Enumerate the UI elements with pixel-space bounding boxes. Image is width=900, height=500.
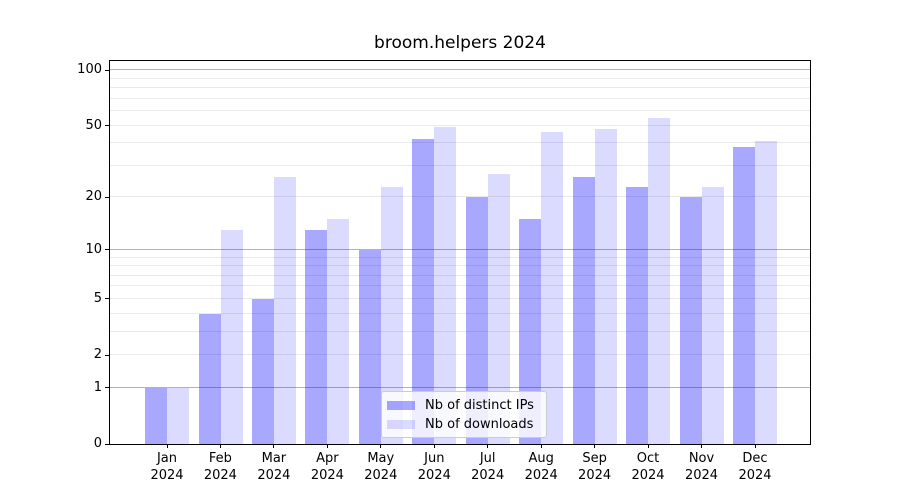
- gridline-minor: [110, 142, 810, 144]
- y-tick-mark: [105, 69, 109, 71]
- x-tick-label: Dec 2024: [738, 451, 772, 483]
- legend-label-distinct-ips: Nb of distinct IPs: [425, 397, 534, 413]
- x-tick-label: May 2024: [364, 451, 398, 483]
- x-tick-label: Apr 2024: [310, 451, 344, 483]
- bar-downloads: [220, 230, 243, 444]
- gridline-minor: [110, 330, 810, 332]
- x-tick-mark: [433, 444, 435, 448]
- x-tick-label: Oct 2024: [631, 451, 665, 483]
- x-tick-label: Jan 2024: [150, 451, 184, 483]
- y-tick-mark: [105, 443, 109, 445]
- bar-distinct-ips: [679, 197, 702, 444]
- gridline-minor: [110, 164, 810, 166]
- legend-swatch-downloads: [387, 419, 415, 429]
- legend-swatch-distinct-ips: [387, 400, 415, 410]
- gridline-major: [110, 386, 810, 388]
- x-tick-mark: [219, 444, 221, 448]
- bar-downloads: [755, 141, 777, 444]
- bar-distinct-ips: [198, 313, 221, 444]
- x-tick-mark: [273, 444, 275, 448]
- chart-title: broom.helpers 2024: [374, 33, 546, 53]
- y-tick-label: 2: [93, 347, 102, 362]
- bar-distinct-ips: [519, 219, 542, 444]
- y-tick-mark: [105, 298, 109, 300]
- x-tick-label: Feb 2024: [203, 451, 237, 483]
- bar-distinct-ips: [626, 186, 648, 444]
- x-tick-mark: [540, 444, 542, 448]
- y-tick-label: 0: [93, 436, 102, 451]
- y-tick-label: 50: [85, 117, 102, 133]
- x-tick-label: Sep 2024: [578, 451, 612, 483]
- legend: Nb of distinct IPs Nb of downloads: [381, 391, 547, 438]
- bar-distinct-ips: [572, 177, 595, 444]
- bars-layer: [110, 61, 810, 444]
- plot-area: Nb of distinct IPs Nb of downloads: [109, 60, 811, 445]
- gridline-minor: [110, 256, 810, 258]
- bar-distinct-ips: [733, 147, 755, 444]
- x-tick-mark: [754, 444, 756, 448]
- x-tick-mark: [594, 444, 596, 448]
- bar-distinct-ips: [145, 387, 167, 444]
- bar-distinct-ips: [412, 139, 435, 444]
- gridline-minor: [110, 312, 810, 314]
- bar-downloads: [167, 387, 189, 444]
- gridline-minor: [110, 354, 810, 355]
- x-tick-mark: [701, 444, 702, 448]
- gridline-minor: [110, 87, 810, 88]
- x-tick-label: Jun 2024: [417, 451, 451, 483]
- y-tick-mark: [105, 125, 109, 126]
- bar-downloads: [380, 186, 403, 444]
- y-tick-mark: [105, 354, 109, 356]
- bar-downloads: [594, 128, 617, 444]
- y-tick-label: 10: [85, 241, 102, 257]
- gridline-minor: [110, 97, 810, 99]
- x-tick-mark: [647, 444, 649, 448]
- x-tick-label: Nov 2024: [684, 451, 719, 483]
- gridline-minor: [110, 265, 810, 266]
- bar-downloads: [273, 177, 296, 444]
- x-tick-mark: [326, 444, 328, 448]
- y-tick-label: 100: [77, 62, 102, 78]
- bar-downloads: [648, 117, 670, 444]
- bar-downloads: [327, 219, 350, 444]
- grid-layer: [110, 61, 810, 444]
- x-tick-label: Jul 2024: [471, 451, 505, 483]
- x-tick-label: Mar 2024: [257, 451, 291, 483]
- bar-downloads: [541, 132, 564, 444]
- y-tick-label: 20: [85, 189, 102, 205]
- gridline-major: [110, 69, 810, 71]
- bar-downloads: [434, 127, 457, 444]
- y-tick-mark: [105, 387, 109, 389]
- y-tick-mark: [105, 196, 109, 198]
- legend-label-downloads: Nb of downloads: [425, 416, 534, 432]
- x-tick-mark: [487, 444, 489, 448]
- x-tick-mark: [166, 444, 168, 448]
- legend-item: Nb of distinct IPs: [387, 398, 540, 413]
- y-tick-mark: [105, 249, 109, 251]
- x-tick-mark: [380, 444, 382, 448]
- bar-distinct-ips: [251, 298, 274, 444]
- gridline-minor: [110, 196, 810, 198]
- y-tick-label: 1: [93, 379, 102, 395]
- gridline-minor: [110, 285, 810, 287]
- gridline-minor: [110, 124, 810, 126]
- gridline-major: [110, 248, 810, 250]
- bar-distinct-ips: [305, 230, 328, 444]
- bar-downloads: [487, 174, 510, 444]
- gridline-minor: [110, 274, 810, 276]
- gridline-minor: [110, 77, 810, 79]
- legend-item: Nb of downloads: [387, 417, 540, 432]
- x-tick-label: Aug 2024: [524, 451, 558, 483]
- gridline-minor: [110, 297, 810, 299]
- gridline-minor: [110, 109, 810, 111]
- y-tick-label: 5: [93, 290, 102, 306]
- bar-distinct-ips: [358, 249, 381, 444]
- bar-distinct-ips: [465, 197, 488, 444]
- bar-downloads: [701, 186, 724, 444]
